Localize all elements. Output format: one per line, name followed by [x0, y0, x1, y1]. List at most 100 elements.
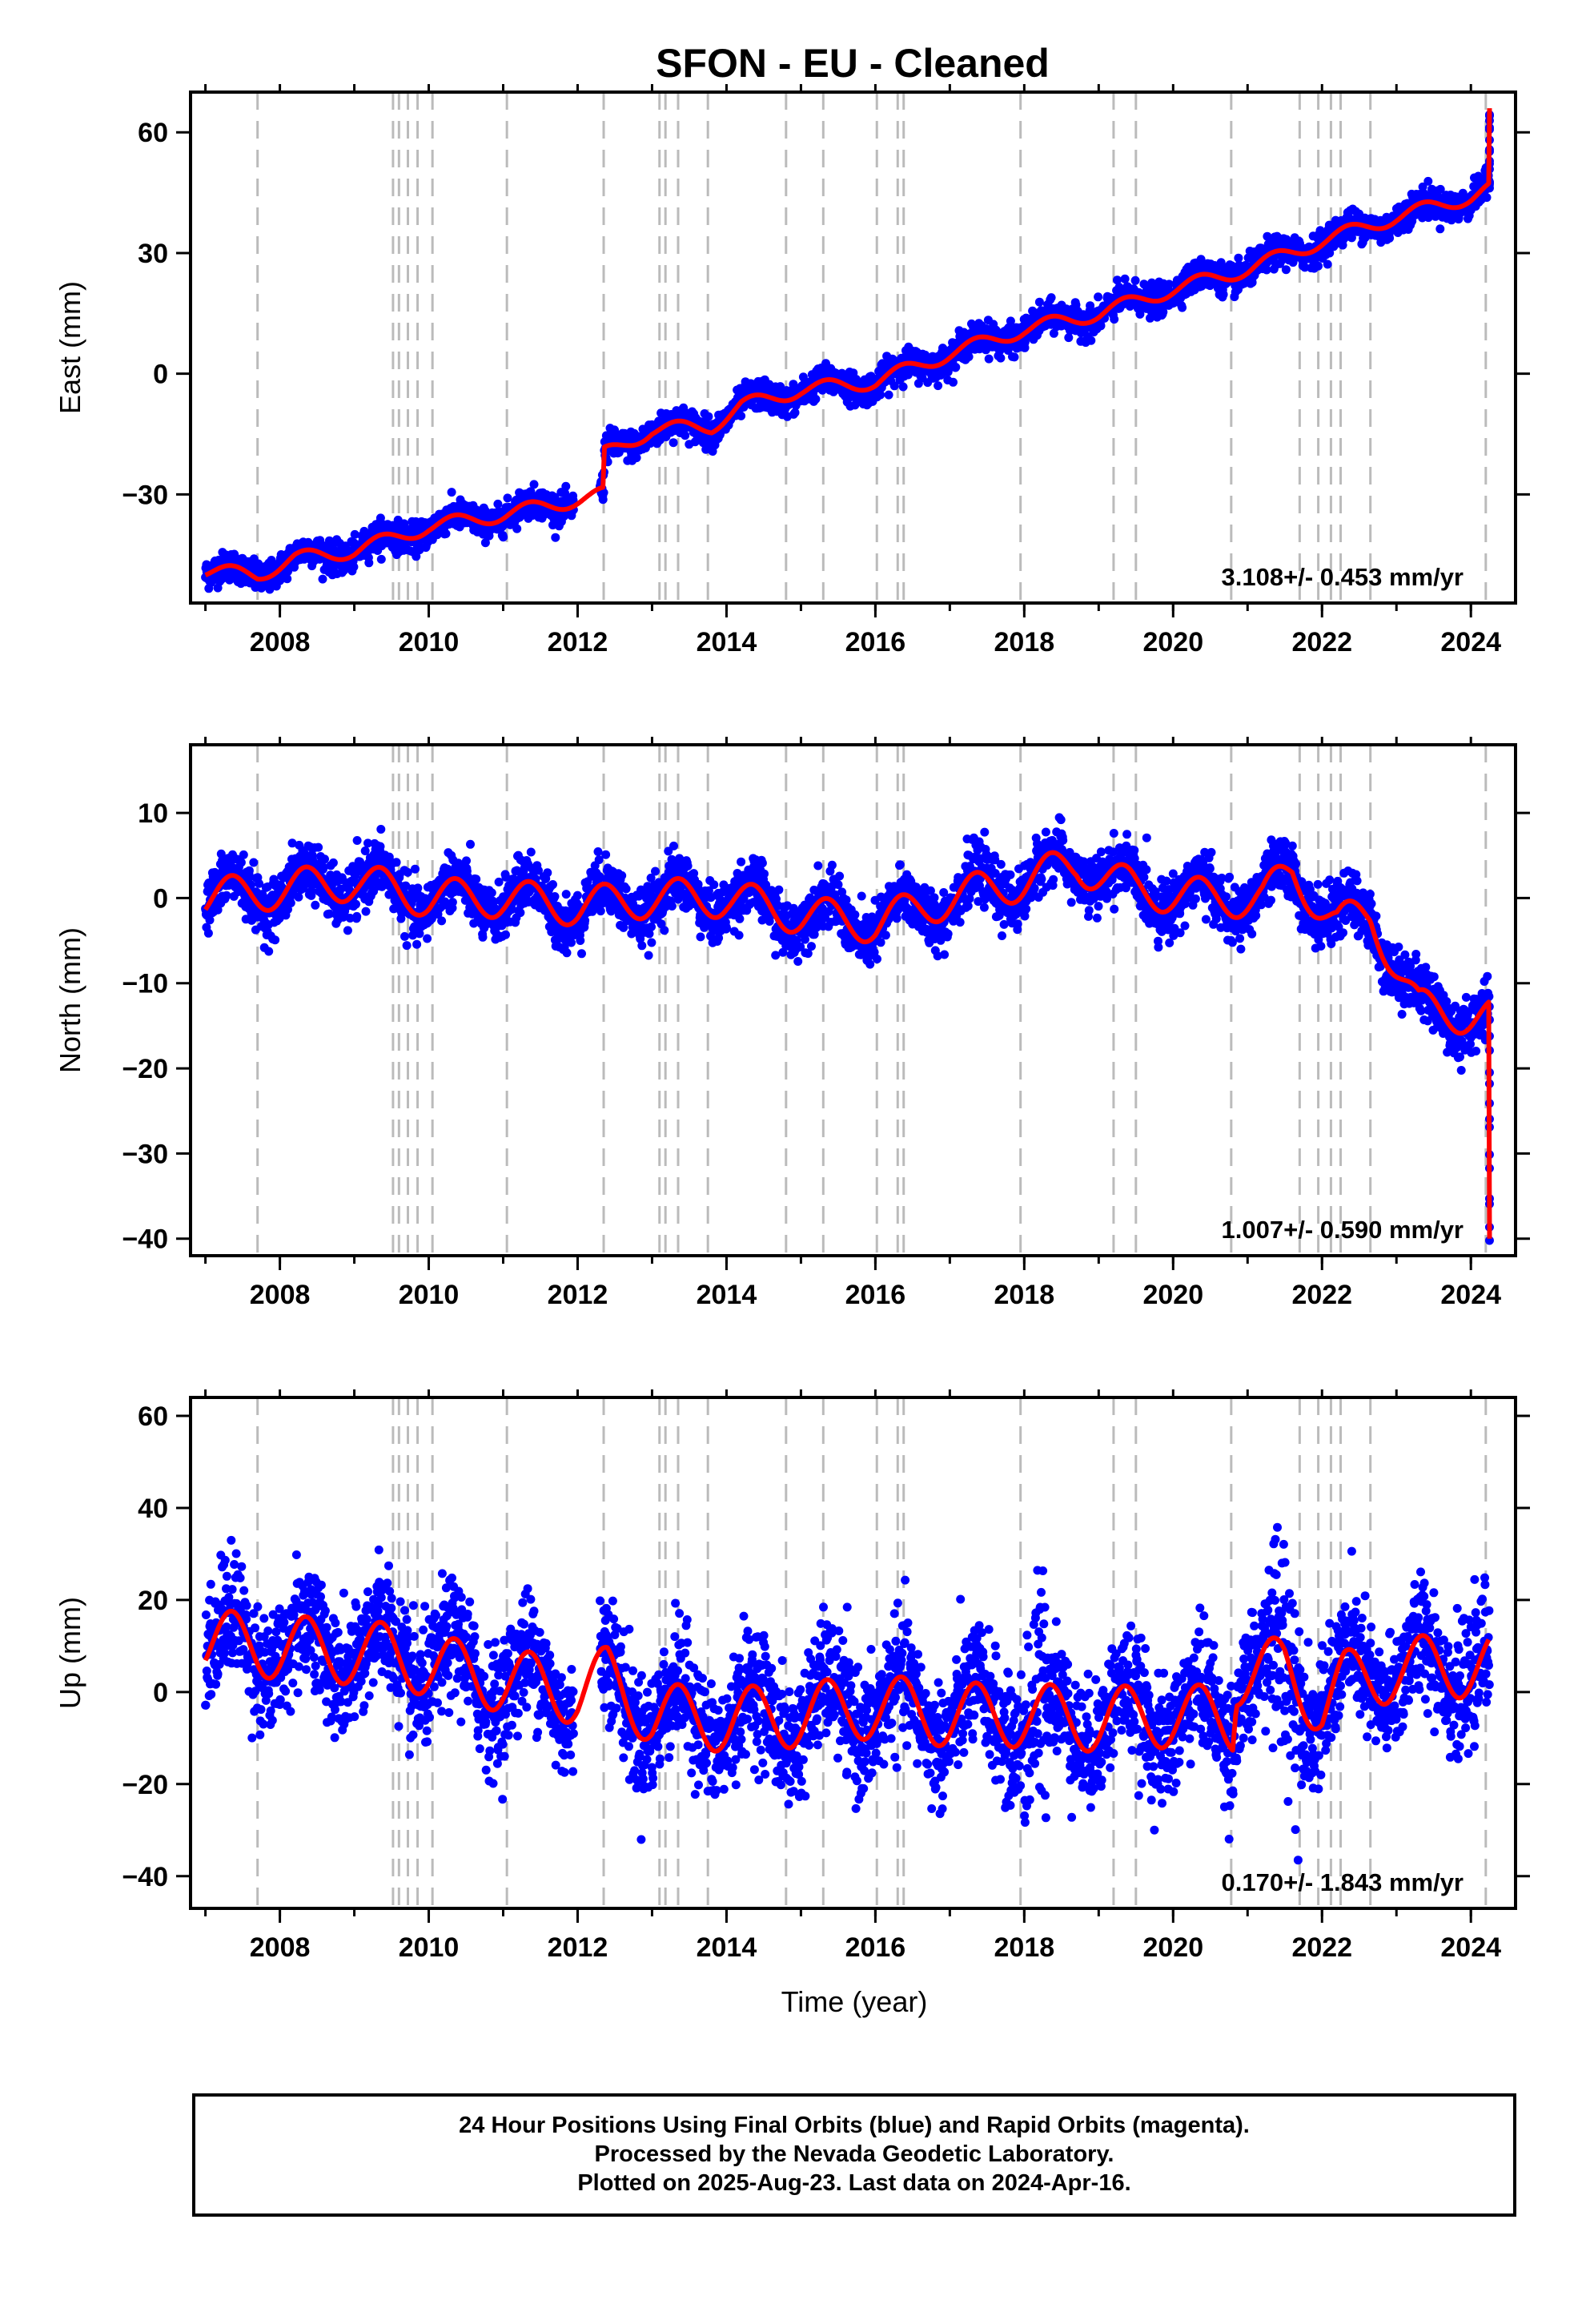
data-point [311, 900, 320, 910]
data-point [391, 858, 401, 867]
data-point [598, 495, 608, 505]
data-point [1323, 259, 1332, 269]
y-axis-label: East (mm) [54, 281, 86, 414]
data-point [375, 842, 385, 851]
data-point [790, 408, 800, 417]
y-tick-label: 60 [138, 118, 168, 148]
data-point [351, 899, 360, 909]
data-point [1385, 233, 1395, 243]
data-point [411, 864, 420, 874]
data-point [423, 934, 432, 943]
data-point [1435, 224, 1445, 234]
data-point [1046, 293, 1056, 303]
data-point [516, 908, 525, 918]
data-point [567, 938, 576, 947]
data-point [343, 926, 352, 935]
data-point [487, 888, 496, 898]
y-tick-label: 0 [153, 360, 168, 390]
data-point [472, 875, 481, 884]
event-lines [256, 745, 1488, 1256]
data-point [548, 880, 557, 889]
y-tick-label: −30 [122, 480, 168, 510]
x-tick-label: 2024 [1440, 627, 1501, 657]
data-point [1120, 274, 1130, 283]
rate-text: 3.108+/- 0.453 mm/yr [1222, 563, 1464, 591]
data-point [400, 519, 409, 529]
data-point [249, 858, 259, 867]
data-point [236, 858, 246, 867]
data-point [400, 931, 409, 941]
data-point [704, 412, 713, 421]
data-point [599, 488, 608, 497]
data-point [271, 935, 280, 945]
data-point [478, 932, 488, 942]
data-point [441, 529, 451, 538]
data-point [562, 948, 572, 958]
data-point [681, 431, 690, 440]
data-point [1086, 336, 1096, 345]
data-point [1482, 193, 1492, 203]
data-point [480, 538, 490, 548]
data-point [1423, 176, 1433, 186]
x-tick-label: 2014 [697, 627, 757, 657]
data-point [412, 552, 421, 561]
data-point [239, 850, 248, 859]
data-point [412, 939, 422, 949]
data-point [1130, 275, 1140, 285]
data-point [1110, 315, 1119, 324]
x-tick-label: 2008 [250, 627, 311, 657]
data-point [526, 847, 536, 857]
data-point [1006, 316, 1015, 326]
data-point [551, 533, 560, 542]
data-point [1010, 352, 1019, 362]
data-point [934, 381, 943, 391]
data-point [669, 438, 678, 448]
data-point [949, 377, 958, 387]
data-point [286, 899, 295, 907]
data-point [561, 481, 571, 491]
data-point [996, 353, 1006, 363]
data-point [376, 825, 386, 834]
data-point [314, 842, 323, 852]
x-tick-label: 2010 [399, 627, 460, 657]
x-tick-label: 2018 [994, 627, 1055, 657]
data-point [447, 488, 456, 497]
data-point [503, 493, 512, 503]
data-point [264, 947, 274, 956]
x-tick-label: 2012 [548, 627, 608, 657]
data-point [898, 382, 908, 392]
data-point [349, 562, 359, 572]
data-point [462, 856, 471, 866]
data-point [294, 892, 303, 902]
data-point [493, 499, 503, 509]
data-point [1034, 297, 1044, 307]
data-point [964, 352, 974, 361]
data-point [352, 911, 362, 921]
data-point [1164, 279, 1174, 289]
x-tick-label: 2016 [845, 627, 906, 657]
data-point [984, 354, 994, 364]
data-point [529, 480, 539, 489]
data-point [437, 916, 447, 926]
east-panel: 2008 2010 2012 2014 2016 2018 2020 2022 2024−300… [54, 84, 1530, 657]
data-point [543, 868, 552, 878]
data-point [632, 453, 641, 463]
north-panel: 2008 2010 2012 2014 2016 2018 2020 2022 2024−40−… [54, 737, 1530, 1310]
data-point [320, 854, 329, 864]
data-point [361, 907, 371, 916]
data-point [737, 411, 746, 420]
data-point [448, 898, 457, 907]
data-point [1178, 303, 1187, 312]
data-point [1281, 265, 1291, 275]
data-point [1314, 261, 1323, 271]
data-point [811, 394, 821, 404]
y-tick-label: 30 [138, 239, 168, 269]
data-point [876, 390, 885, 400]
data-point [376, 554, 386, 564]
data-point [889, 381, 899, 391]
data-point [884, 390, 893, 400]
data-point [318, 574, 327, 584]
data-point [328, 858, 338, 867]
x-tick-label: 2022 [1291, 627, 1352, 657]
